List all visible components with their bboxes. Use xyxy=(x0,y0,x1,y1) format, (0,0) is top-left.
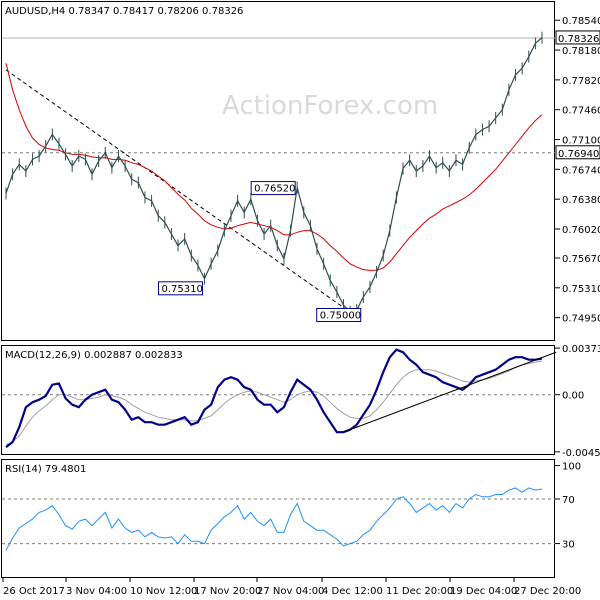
annotation-label: 0.75000 xyxy=(320,310,361,321)
price-y-tick-label: 0.75310 xyxy=(562,284,600,295)
annotation-label: 0.76520 xyxy=(254,184,295,195)
level-price-label: 0.76940 xyxy=(558,149,599,160)
price-layer: 0.76520 0.75310 0.75000 xyxy=(2,31,555,322)
price-y-tick-label: 0.78540 xyxy=(562,16,600,27)
macd-main-line xyxy=(5,348,543,448)
x-tick-label: 10 Nov 12:00 xyxy=(130,586,197,597)
macd-signal-line xyxy=(5,360,543,446)
price-panel xyxy=(1,1,555,341)
macd-y-tick-label: -0.004576 xyxy=(562,448,600,459)
level-price-box xyxy=(555,145,600,160)
x-tick-label: 11 Dec 20:00 xyxy=(386,586,453,597)
price-y-tick-label: 0.76380 xyxy=(562,195,600,206)
x-tick-label: 4 Dec 12:00 xyxy=(322,586,383,597)
macd-title: MACD(12,26,9) 0.002887 0.002833 xyxy=(5,350,183,361)
x-tick-label: 19 Dec 04:00 xyxy=(450,586,517,597)
macd-y-tick-label: 0.00 xyxy=(562,391,584,402)
x-tick-label: 26 Oct 2017 xyxy=(3,586,65,597)
axis-layer: 0.78540 0.78180 0.77820 0.77460 0.77100 0.767… xyxy=(2,16,600,597)
x-tick-label: 27 Nov 04:00 xyxy=(257,586,324,597)
price-y-tick-label: 0.76740 xyxy=(562,165,600,176)
macd-layer xyxy=(2,348,557,448)
rsi-y-tick-label: 70 xyxy=(562,495,575,506)
annotation-box xyxy=(316,307,362,322)
price-y-tick-label: 0.78180 xyxy=(562,46,600,57)
annotation-box xyxy=(250,181,296,196)
annotation-label: 0.75310 xyxy=(162,284,203,295)
current-price-box xyxy=(555,30,600,45)
moving-average-line xyxy=(5,63,543,271)
downtrend-line xyxy=(5,69,358,318)
price-y-tick-label: 0.76020 xyxy=(562,225,600,236)
price-header: AUDUSD,H4 0.78347 0.78417 0.78206 0.7832… xyxy=(5,6,243,17)
rsi-layer xyxy=(2,487,555,551)
price-y-tick-label: 0.77820 xyxy=(562,76,600,87)
price-y-tick-label: 0.77460 xyxy=(562,106,600,117)
watermark: ActionForex.com xyxy=(222,91,438,121)
rsi-y-tick-label: 100 xyxy=(562,462,581,473)
x-tick-label: 17 Nov 20:00 xyxy=(194,586,261,597)
price-y-tick-label: 0.77100 xyxy=(562,136,600,147)
current-price-label: 0.78326 xyxy=(558,34,599,45)
macd-y-tick-label: 0.003732 xyxy=(562,344,600,355)
annotation-box xyxy=(158,281,204,296)
price-y-tick-label: 0.75670 xyxy=(562,254,600,265)
price-series-line xyxy=(5,37,543,313)
rsi-line xyxy=(5,487,543,551)
rsi-y-tick-label: 30 xyxy=(562,540,575,551)
price-y-tick-label: 0.74950 xyxy=(562,314,600,325)
rsi-panel xyxy=(1,459,555,578)
rsi-title: RSI(14) 79.4801 xyxy=(5,464,86,475)
x-tick-label: 27 Dec 20:00 xyxy=(514,586,581,597)
macd-trendline xyxy=(343,351,557,433)
x-tick-label: 3 Nov 04:00 xyxy=(66,586,127,597)
